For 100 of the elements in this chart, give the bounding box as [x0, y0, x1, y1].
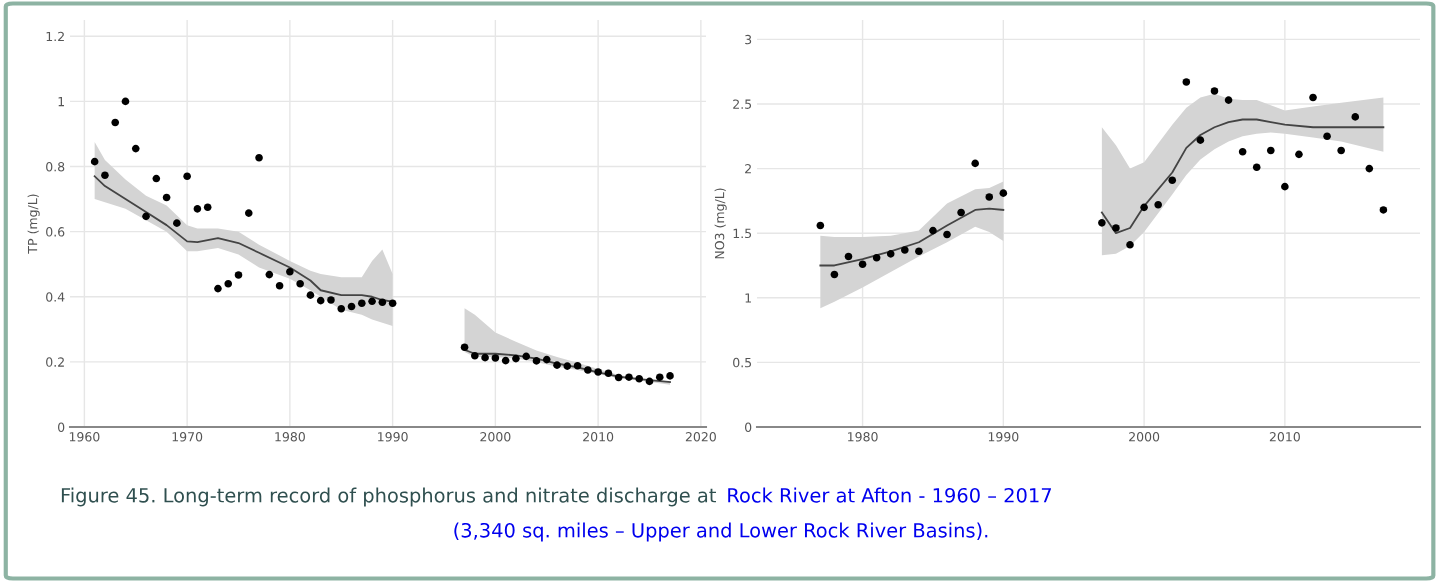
- point: [999, 189, 1008, 197]
- point: [368, 297, 376, 306]
- point: [563, 362, 572, 370]
- point: [655, 373, 664, 381]
- point: [244, 209, 253, 217]
- x-tick-label: 2010: [1269, 432, 1300, 442]
- point: [193, 205, 202, 213]
- y-tick-label: 2: [745, 164, 751, 174]
- text: (3,340 sq. miles – Upper and Lower Rock River Basins).: [454, 522, 988, 542]
- point: [625, 373, 633, 381]
- point: [214, 284, 222, 293]
- point: [337, 305, 346, 313]
- point: [286, 267, 294, 276]
- point: [101, 171, 109, 180]
- y-tick-label: 0: [58, 422, 65, 432]
- point: [162, 193, 171, 202]
- y-tick-label: 0.4: [46, 292, 65, 302]
- y-tick-label: 0.8: [46, 161, 65, 172]
- point: [1112, 224, 1120, 232]
- x-tick-label: 2020: [685, 432, 716, 442]
- point: [886, 250, 895, 258]
- point: [957, 208, 965, 217]
- point: [573, 361, 582, 370]
- point: [152, 174, 161, 183]
- point: [501, 356, 510, 365]
- x-tick-label: 1980: [848, 432, 878, 442]
- point: [1182, 78, 1191, 86]
- point: [316, 296, 325, 305]
- point: [1337, 146, 1345, 155]
- point: [1295, 150, 1303, 159]
- point: [1168, 176, 1177, 185]
- point: [234, 271, 243, 279]
- point: [635, 375, 644, 383]
- x-tick-label: 1960: [69, 432, 100, 442]
- point: [378, 298, 387, 307]
- point: [173, 219, 181, 227]
- point: [90, 157, 99, 166]
- y-tick-label: 0: [745, 422, 752, 432]
- point: [388, 299, 397, 308]
- x-tick-label: 2010: [583, 432, 614, 442]
- point: [1140, 203, 1148, 212]
- point: [224, 279, 233, 288]
- x-tick-label: 2000: [480, 432, 511, 442]
- point: [1210, 87, 1219, 95]
- point: [121, 97, 130, 106]
- x-tick-label: 1990: [378, 432, 408, 442]
- point: [1098, 219, 1106, 227]
- y-tick-label: 3: [745, 34, 752, 45]
- point: [1126, 241, 1134, 249]
- text: Rock River at Afton - 1960 – 2017: [728, 487, 1051, 503]
- point: [1351, 113, 1360, 121]
- point: [594, 368, 602, 376]
- y-tick-label: 2.5: [733, 99, 752, 109]
- point: [275, 281, 284, 290]
- point: [584, 366, 592, 374]
- caption: Figure 45. Long-term record of phosphorus and nitrate discharge at: [61, 487, 716, 507]
- x-tick-label: 2000: [1129, 432, 1160, 442]
- y-tick-label: 0.2: [46, 357, 64, 367]
- point: [1309, 93, 1317, 102]
- point: [142, 212, 150, 221]
- point: [1323, 132, 1331, 141]
- point: [1365, 164, 1374, 173]
- point: [666, 372, 674, 380]
- point: [265, 270, 274, 279]
- point: [491, 354, 500, 362]
- y-tick-label: 1: [58, 97, 64, 107]
- line-series: [819, 207, 1005, 267]
- point: [481, 353, 489, 362]
- point: [816, 221, 825, 230]
- point: [553, 361, 561, 369]
- point: [358, 299, 366, 308]
- point: [471, 351, 479, 360]
- y-tick-label: 0.6: [46, 227, 65, 237]
- y-tick-label: 0.5: [733, 357, 752, 368]
- point: [929, 226, 937, 235]
- point: [255, 153, 263, 162]
- point: [1281, 182, 1289, 191]
- point: [614, 373, 623, 382]
- y-tick-label: 1: [745, 293, 751, 303]
- y-tick-label: 1.2: [46, 31, 64, 42]
- point: [1238, 147, 1247, 156]
- point: [111, 118, 120, 127]
- y-axis-title: NO3 (mg/L): [714, 188, 727, 259]
- point: [858, 260, 867, 268]
- point: [203, 203, 212, 212]
- point: [306, 291, 315, 299]
- point: [542, 355, 551, 364]
- point: [943, 230, 951, 239]
- point: [872, 253, 881, 262]
- point: [522, 352, 530, 361]
- point: [1154, 200, 1162, 209]
- point: [1224, 96, 1233, 104]
- x-tick-label: 1970: [172, 432, 203, 442]
- point: [512, 354, 520, 363]
- point: [1379, 206, 1388, 214]
- point: [1266, 146, 1275, 155]
- y-tick-label: 1.5: [733, 228, 752, 239]
- point: [296, 279, 304, 288]
- point: [915, 247, 923, 256]
- point: [645, 377, 654, 386]
